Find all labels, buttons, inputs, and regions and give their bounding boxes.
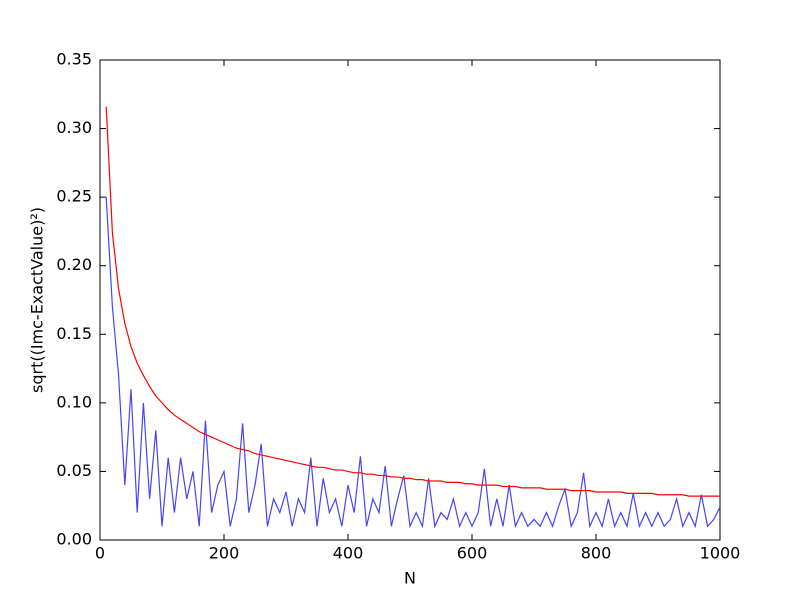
x-tick-label: 0	[95, 544, 105, 563]
y-tick-label: 0.05	[56, 461, 92, 480]
y-tick-label: 0.35	[56, 50, 92, 69]
x-axis-label: N	[404, 569, 416, 588]
y-tick-label: 0.30	[56, 118, 92, 137]
y-tick-label: 0.10	[56, 392, 92, 411]
series-line	[105, 106, 720, 497]
plot-frame	[99, 59, 721, 541]
x-tick-label: 400	[333, 544, 364, 563]
y-tick-label: 0.20	[56, 255, 92, 274]
y-axis-label: sqrt((Imc-ExactValue)²)	[28, 207, 47, 393]
y-tick-label: 0.25	[56, 187, 92, 206]
x-tick-label: 600	[457, 544, 488, 563]
y-tick-label: 0.15	[56, 324, 92, 343]
x-tick-label: 800	[581, 544, 612, 563]
x-tick-label: 200	[209, 544, 240, 563]
x-tick-label: 1000	[700, 544, 741, 563]
series-line	[105, 197, 721, 529]
y-tick-label: 0.00	[56, 530, 92, 549]
